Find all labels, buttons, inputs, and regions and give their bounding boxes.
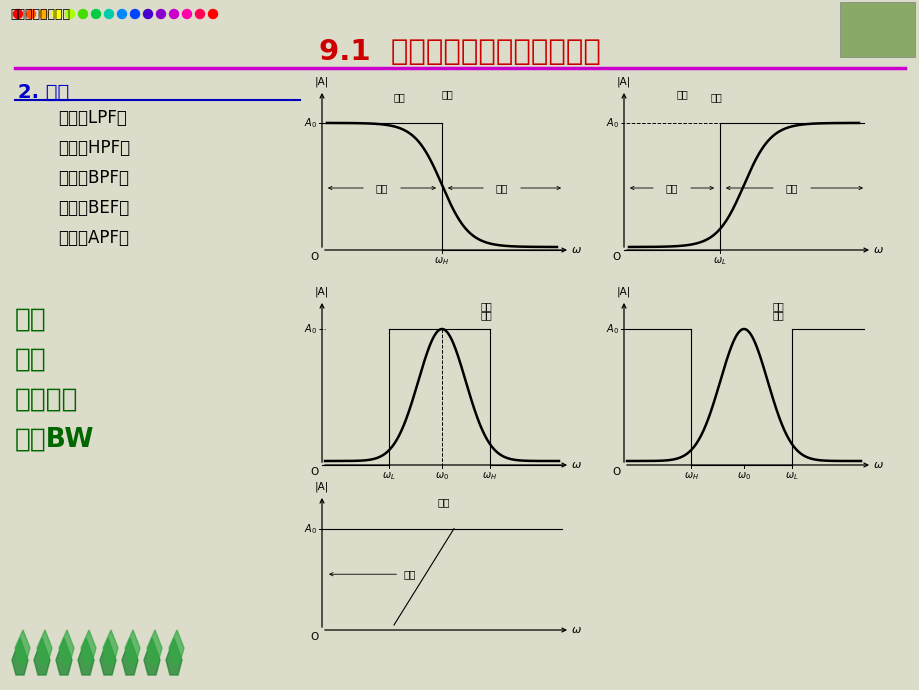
Text: 理想: 理想 [676,89,687,99]
Polygon shape [34,638,50,675]
Circle shape [65,10,74,19]
Polygon shape [103,630,118,665]
FancyBboxPatch shape [839,2,914,57]
Circle shape [143,10,153,19]
Text: 理想: 理想 [480,301,492,311]
Text: ω: ω [572,460,581,470]
Polygon shape [59,630,74,665]
Polygon shape [100,638,116,675]
Text: 实际: 实际 [709,92,721,102]
Text: |A|: |A| [314,286,329,297]
Polygon shape [125,630,140,665]
Text: 阻带: 阻带 [495,183,507,193]
Polygon shape [12,638,28,675]
Text: $ω_L$: $ω_L$ [382,470,395,482]
Polygon shape [78,638,94,675]
Polygon shape [147,630,162,665]
Circle shape [27,10,36,19]
Polygon shape [81,630,96,665]
Text: 通带: 通带 [375,183,388,193]
Text: 理想: 理想 [772,301,784,311]
Text: O: O [612,252,620,262]
Text: $ω_L$: $ω_L$ [785,470,798,482]
Text: $ω_H$: $ω_H$ [482,470,497,482]
Polygon shape [165,638,182,675]
Circle shape [169,10,178,19]
Text: 带通（BPF）: 带通（BPF） [58,169,129,187]
Text: $A_0$: $A_0$ [606,322,618,336]
Text: 高通（HPF）: 高通（HPF） [58,139,130,157]
Text: 通带: 通带 [403,569,415,579]
Text: $ω_0$: $ω_0$ [435,470,448,482]
Text: |A|: |A| [314,482,329,492]
Circle shape [91,10,100,19]
Circle shape [196,10,204,19]
Text: O: O [612,467,620,477]
Text: 阻带: 阻带 [665,183,677,193]
Text: ω: ω [873,460,882,470]
Text: O: O [311,467,319,477]
Text: 9.1  滤波电路的基本概念与分类: 9.1 滤波电路的基本概念与分类 [319,38,600,66]
Text: 通带: 通带 [785,183,798,193]
Circle shape [156,10,165,19]
Text: 截止频率: 截止频率 [15,387,78,413]
Text: $A_0$: $A_0$ [303,322,317,336]
Polygon shape [122,638,138,675]
Text: 带宽BW: 带宽BW [15,427,95,453]
Polygon shape [169,630,184,665]
Text: |A|: |A| [616,286,630,297]
Text: $ω_L$: $ω_L$ [712,255,726,267]
Circle shape [78,10,87,19]
Text: O: O [311,252,319,262]
Circle shape [105,10,113,19]
Text: ω: ω [572,625,581,635]
Text: 阻带: 阻带 [15,347,47,373]
Text: 实际: 实际 [480,310,492,320]
Text: 理想: 理想 [441,89,453,99]
Text: 2. 分类: 2. 分类 [18,83,69,102]
Text: 带阻（BEF）: 带阻（BEF） [58,199,129,217]
Text: $ω_H$: $ω_H$ [683,470,698,482]
Circle shape [130,10,140,19]
Text: 通带: 通带 [15,307,47,333]
Circle shape [14,10,22,19]
Text: ω: ω [873,245,882,255]
Circle shape [52,10,62,19]
Text: 实际: 实际 [393,92,405,102]
Polygon shape [144,638,160,675]
Text: $ω_0$: $ω_0$ [736,470,750,482]
Text: 低通（LPF）: 低通（LPF） [58,109,127,127]
Text: $A_0$: $A_0$ [606,116,618,130]
Text: 理想: 理想 [437,497,449,507]
Text: $A_0$: $A_0$ [303,522,317,535]
Circle shape [118,10,127,19]
Circle shape [40,10,49,19]
Polygon shape [15,630,30,665]
Text: $A_0$: $A_0$ [303,116,317,130]
Text: |A|: |A| [314,77,329,87]
Circle shape [209,10,217,19]
Text: 全通（APF）: 全通（APF） [58,229,129,247]
Text: |A|: |A| [616,77,630,87]
Text: ω: ω [572,245,581,255]
Text: 实际: 实际 [772,310,784,320]
Text: $ω_H$: $ω_H$ [434,255,449,267]
Text: O: O [311,632,319,642]
Circle shape [182,10,191,19]
Text: 兴趣是最好的老师: 兴趣是最好的老师 [10,8,70,21]
Polygon shape [37,630,52,665]
Polygon shape [56,638,72,675]
